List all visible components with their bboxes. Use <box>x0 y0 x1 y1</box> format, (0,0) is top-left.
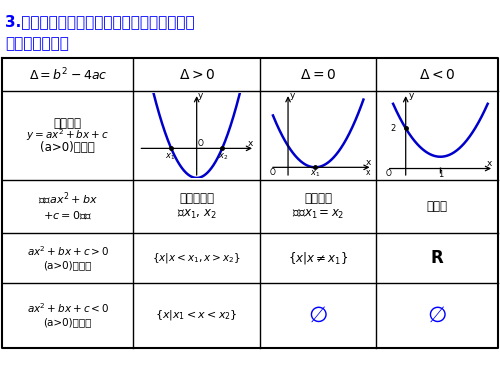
Text: O: O <box>270 168 276 177</box>
Text: 二次函数: 二次函数 <box>54 117 82 130</box>
Text: (a>0)的解集: (a>0)的解集 <box>44 317 92 327</box>
Text: $ax^2+bx+c<0$: $ax^2+bx+c<0$ <box>26 302 109 315</box>
Text: 方程$ax^2+bx$: 方程$ax^2+bx$ <box>38 190 98 207</box>
Text: (a>0)的图象: (a>0)的图象 <box>40 141 95 154</box>
Text: $\emptyset$: $\emptyset$ <box>308 305 328 326</box>
Text: x: x <box>366 158 370 166</box>
Text: $\it{\Delta}=0$: $\it{\Delta}=0$ <box>300 68 337 82</box>
Text: x: x <box>366 168 370 177</box>
Text: 有两不等实: 有两不等实 <box>179 192 214 205</box>
Text: $ax^2+bx+c>0$: $ax^2+bx+c>0$ <box>26 244 109 258</box>
Text: O: O <box>386 169 392 178</box>
Text: $\it{\Delta}>0$: $\it{\Delta}>0$ <box>178 68 215 82</box>
Text: y: y <box>198 91 203 100</box>
Text: $x_1$: $x_1$ <box>165 152 175 162</box>
Text: $x_2$: $x_2$ <box>218 152 228 162</box>
Text: 2: 2 <box>390 124 396 133</box>
Text: $\mathbf{R}$: $\mathbf{R}$ <box>430 249 444 267</box>
Text: {$x|x<x_1,x>x_2$}: {$x|x<x_1,x>x_2$} <box>152 251 241 265</box>
Text: $x_1$: $x_1$ <box>310 169 320 179</box>
Text: 3.二次函数、一元二次方程、一元二次不等式: 3.二次函数、一元二次方程、一元二次不等式 <box>5 14 194 29</box>
Text: 1: 1 <box>438 170 443 179</box>
Text: $\emptyset$: $\emptyset$ <box>428 305 447 326</box>
Text: x: x <box>248 139 254 148</box>
Text: 有两相等: 有两相等 <box>304 192 332 205</box>
Text: O: O <box>198 139 204 148</box>
Text: $\it{\Delta}=b^2-4ac$: $\it{\Delta}=b^2-4ac$ <box>28 66 107 83</box>
Text: x: x <box>486 159 492 168</box>
Text: 实根$x_1=x_2$: 实根$x_1=x_2$ <box>292 208 344 221</box>
Text: y: y <box>408 91 414 100</box>
Text: 根$x_1$, $x_2$: 根$x_1$, $x_2$ <box>177 208 216 221</box>
Text: 无实根: 无实根 <box>426 200 448 213</box>
Text: $y=ax^2+bx+c$: $y=ax^2+bx+c$ <box>26 128 109 144</box>
Text: {$x|x\neq x_1$}: {$x|x\neq x_1$} <box>288 250 348 266</box>
Text: +$c=0$的根: +$c=0$的根 <box>43 209 92 220</box>
Text: y: y <box>290 92 296 100</box>
Text: (a>0)的解集: (a>0)的解集 <box>44 260 92 270</box>
Text: $\it{\Delta}<0$: $\it{\Delta}<0$ <box>419 68 456 82</box>
Text: 三者之间的关系: 三者之间的关系 <box>5 36 69 51</box>
Text: {$x|x_1<x<x_2$}: {$x|x_1<x<x_2$} <box>156 308 238 322</box>
